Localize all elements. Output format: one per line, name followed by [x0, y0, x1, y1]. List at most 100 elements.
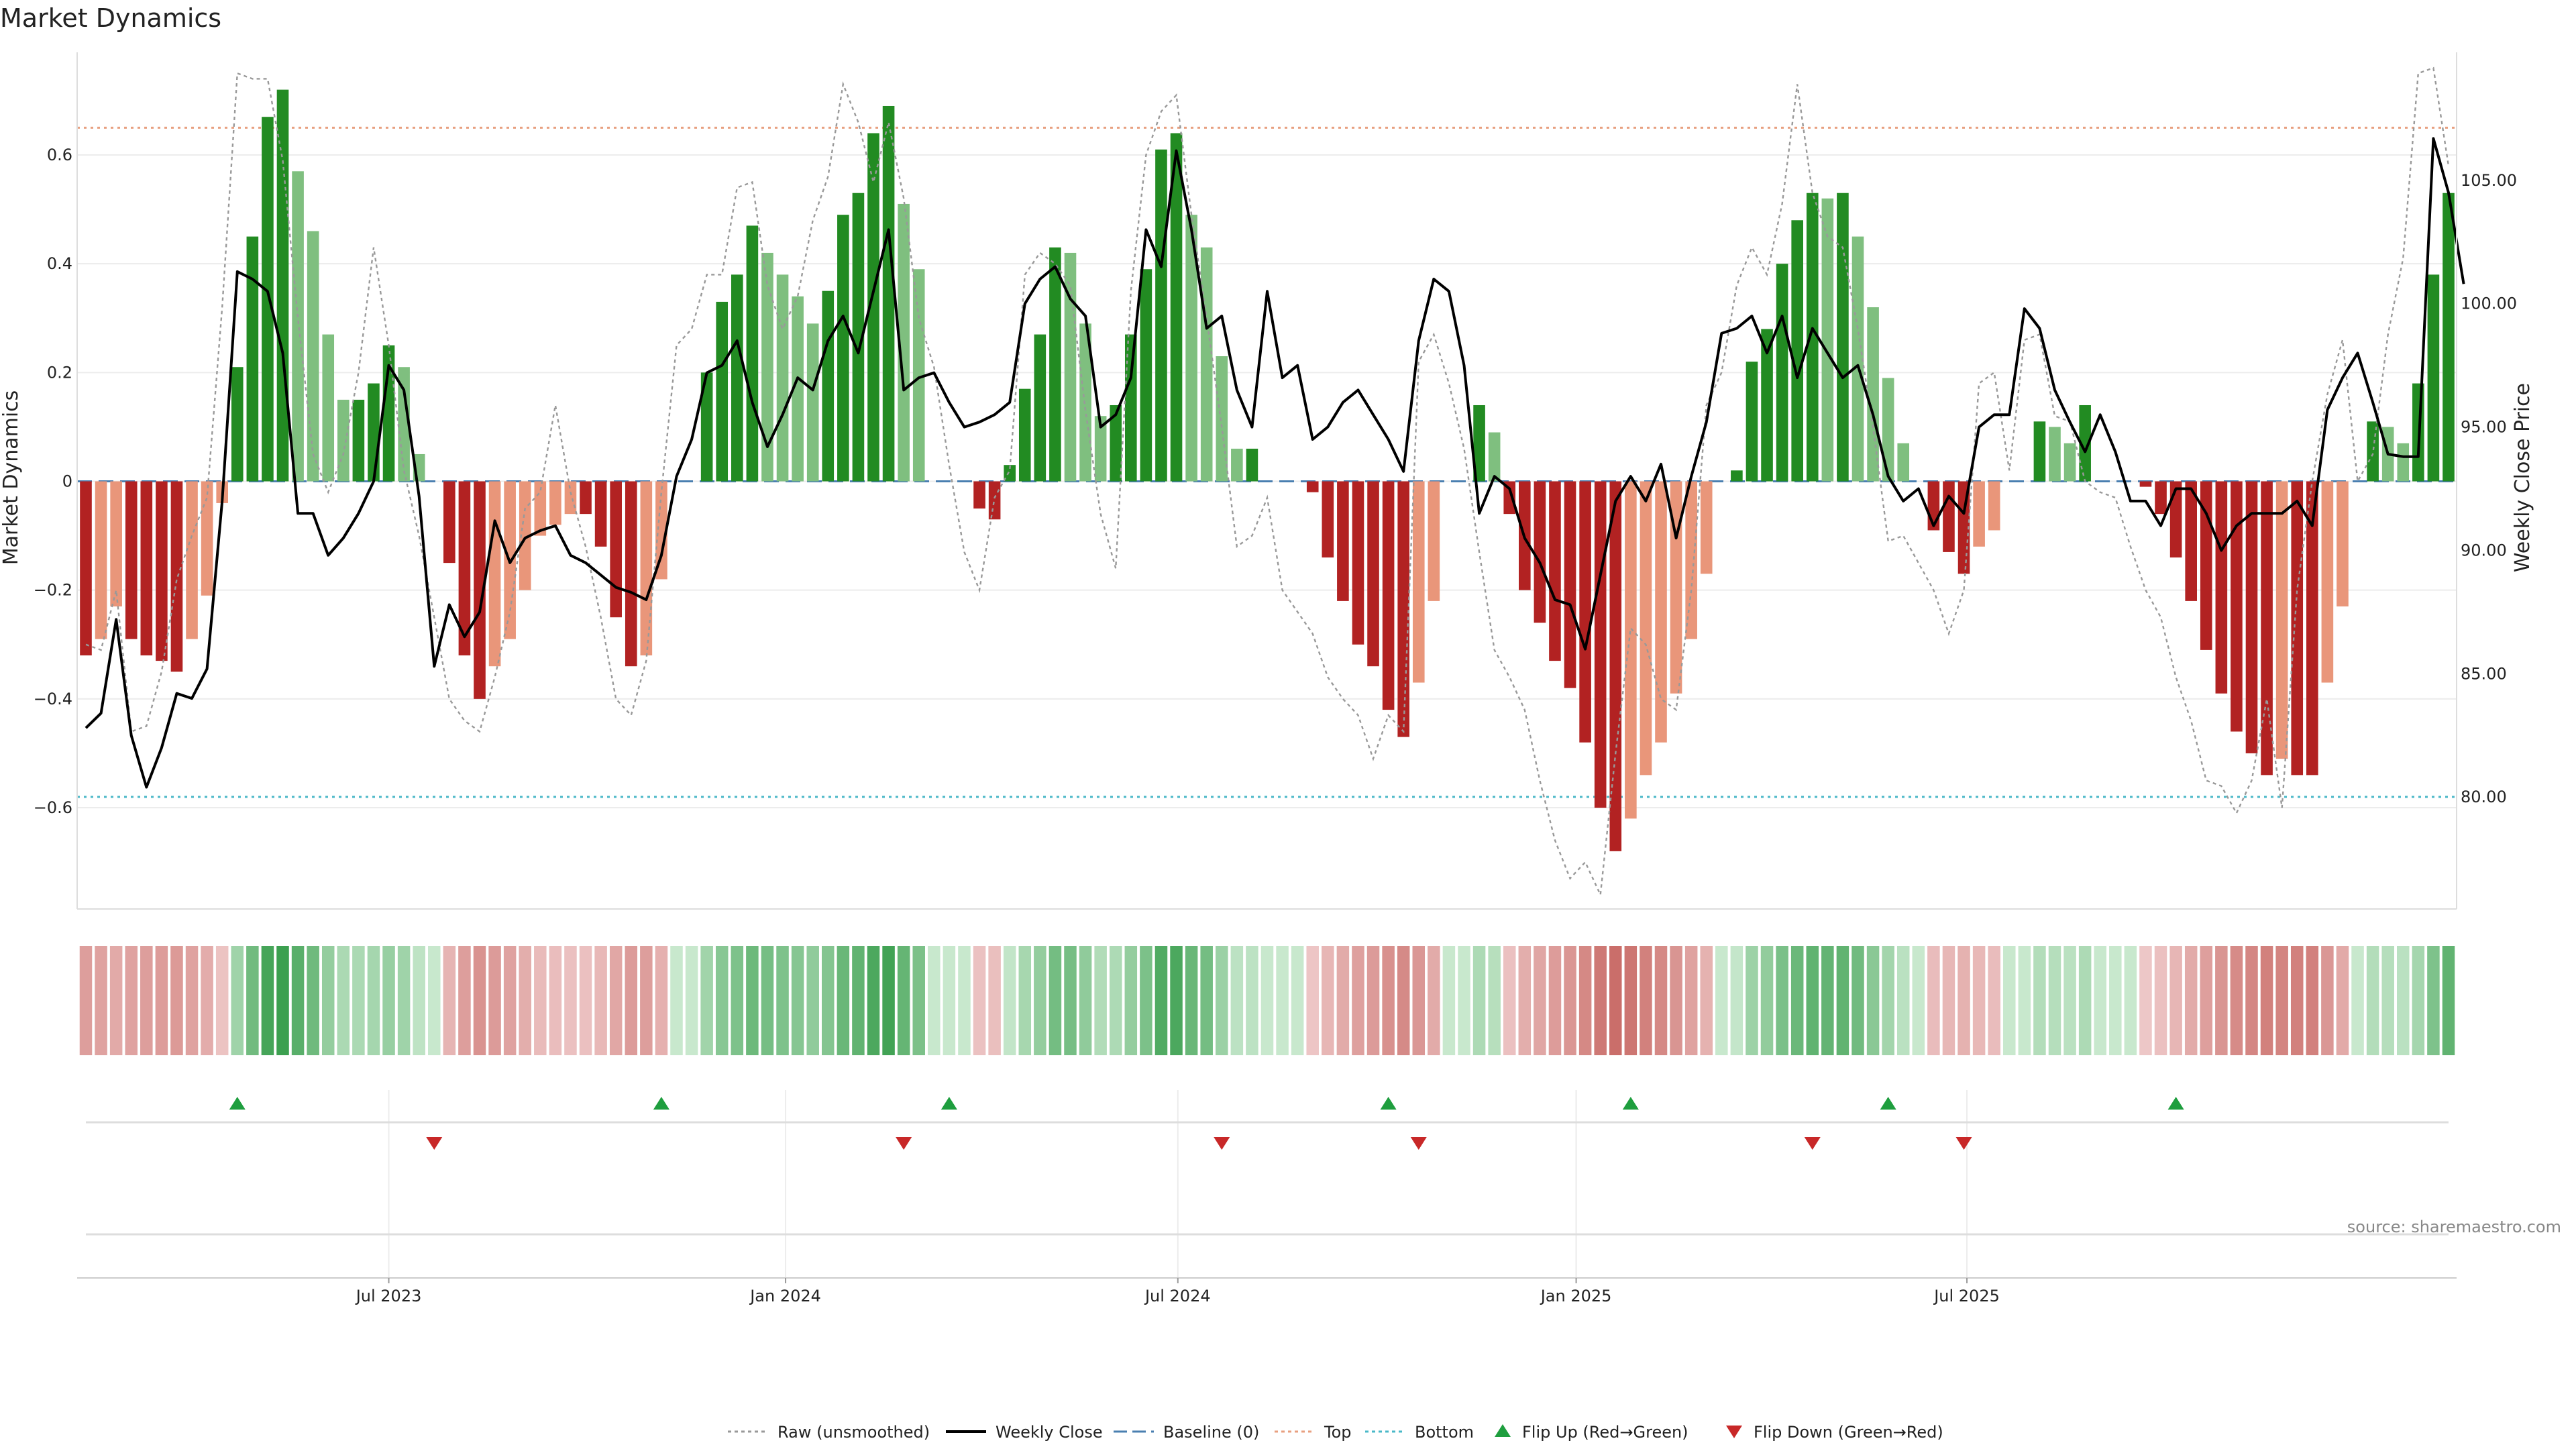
heat-cell: [291, 946, 305, 1055]
market-dynamics-bar: [1685, 481, 1697, 639]
heat-cell: [1670, 946, 1682, 1055]
market-dynamics-bar: [231, 367, 244, 482]
market-dynamics-bar: [1473, 405, 1485, 482]
heat-cell: [2275, 946, 2288, 1055]
y-tick-label: −0.6: [34, 798, 72, 817]
market-dynamics-bar: [852, 193, 865, 482]
heat-cell: [2078, 946, 2092, 1055]
market-dynamics-bar: [2215, 481, 2228, 694]
market-dynamics-bar: [973, 481, 985, 509]
market-dynamics-bar: [912, 269, 925, 482]
heat-cell: [1094, 946, 1107, 1055]
heat-cell: [1170, 946, 1183, 1055]
heat-cell: [897, 946, 910, 1055]
heat-cell: [125, 946, 138, 1055]
market-dynamics-bar: [1973, 481, 1985, 547]
legend-label: Raw (unsmoothed): [777, 1423, 930, 1442]
market-dynamics-bar: [1185, 215, 1197, 482]
flip-up-marker: [1622, 1097, 1639, 1110]
heat-cell: [2412, 946, 2425, 1055]
market-dynamics-bar: [186, 481, 198, 639]
heat-cell: [413, 946, 425, 1055]
market-dynamics-bar: [276, 89, 289, 482]
legend-label: Bottom: [1415, 1423, 1474, 1442]
source-note: source: sharemaestro.com: [2347, 1218, 2561, 1236]
market-dynamics-bar: [1594, 481, 1607, 808]
heat-cell: [731, 946, 744, 1055]
heat-cell: [746, 946, 759, 1055]
market-dynamics-bar: [458, 481, 471, 655]
market-dynamics-bar: [610, 481, 622, 618]
market-dynamics-bar: [882, 105, 895, 482]
heat-cell: [1155, 946, 1168, 1055]
market-dynamics-bar: [1079, 323, 1091, 482]
market-dynamics-bar: [2049, 427, 2061, 482]
heat-cell: [928, 946, 941, 1055]
market-dynamics-bar: [322, 334, 335, 482]
y2-tick-label: 80.00: [2461, 788, 2507, 806]
y-tick-label: 0: [62, 472, 72, 491]
heat-cell: [321, 946, 335, 1055]
y2-tick-label: 100.00: [2461, 294, 2517, 313]
left-y-ticks: −0.6 −0.4 −0.2 0 0.2 0.4 0.6: [34, 146, 72, 817]
legend-label: Flip Up (Red→Green): [1522, 1423, 1688, 1442]
heat-cell: [1503, 946, 1516, 1055]
market-dynamics-bar: [1579, 481, 1591, 743]
market-dynamics-bar: [776, 274, 789, 482]
heat-cell: [1882, 946, 1894, 1055]
market-dynamics-bar: [156, 481, 168, 661]
market-dynamics-bar: [1140, 269, 1152, 482]
market-dynamics-bar: [1957, 481, 1970, 574]
heat-cell: [2169, 946, 2182, 1055]
heat-cell: [443, 946, 456, 1055]
heat-cell: [1518, 946, 1532, 1055]
heat-cell: [2306, 946, 2319, 1055]
heat-cell: [2018, 946, 2031, 1055]
heat-cell: [1564, 946, 1576, 1055]
heat-cell: [1216, 946, 1228, 1055]
market-dynamics-bar: [1670, 481, 1682, 694]
heat-cell: [655, 946, 668, 1055]
heat-cell: [1382, 946, 1395, 1055]
heat-cell: [1124, 946, 1138, 1055]
heat-cell: [882, 946, 895, 1055]
grid-lines: [77, 154, 2457, 1278]
heat-cell: [1397, 946, 1410, 1055]
heat-cell: [2397, 946, 2410, 1055]
market-dynamics-bar: [2321, 481, 2334, 683]
heat-cell: [2230, 946, 2243, 1055]
market-dynamics-bar: [1367, 481, 1379, 667]
y-tick-label: −0.4: [34, 690, 72, 708]
market-dynamics-bar: [1655, 481, 1667, 743]
heat-cell: [488, 946, 501, 1055]
heat-cell: [276, 946, 289, 1055]
y2-tick-label: 85.00: [2461, 664, 2507, 683]
heat-cell: [1760, 946, 1774, 1055]
flip-up-marker: [1380, 1097, 1397, 1110]
heat-cell: [519, 946, 531, 1055]
flip-up-marker: [941, 1097, 957, 1110]
heat-cell: [1442, 946, 1456, 1055]
heat-cell: [2200, 946, 2213, 1055]
market-dynamics-bar: [1216, 356, 1228, 482]
heat-cell: [700, 946, 713, 1055]
chart-title: Market Dynamics: [0, 3, 221, 33]
market-dynamics-bar: [988, 481, 1001, 520]
heat-cell: [791, 946, 804, 1055]
heat-cell: [503, 946, 517, 1055]
market-dynamics-bar: [1488, 432, 1501, 482]
market-dynamics-bar: [1549, 481, 1561, 661]
heat-cell: [473, 946, 486, 1055]
heat-cell: [1866, 946, 1880, 1055]
heat-cell: [140, 946, 153, 1055]
heat-cell: [1306, 946, 1319, 1055]
heat-cell: [109, 946, 123, 1055]
market-dynamics-bar: [2169, 481, 2182, 558]
heat-cell: [2033, 946, 2046, 1055]
heat-cell: [1412, 946, 1426, 1055]
market-dynamics-bar: [580, 481, 592, 515]
flip-up-marker: [653, 1097, 669, 1110]
legend-label: Weekly Close: [996, 1423, 1103, 1442]
heat-cell: [549, 946, 562, 1055]
